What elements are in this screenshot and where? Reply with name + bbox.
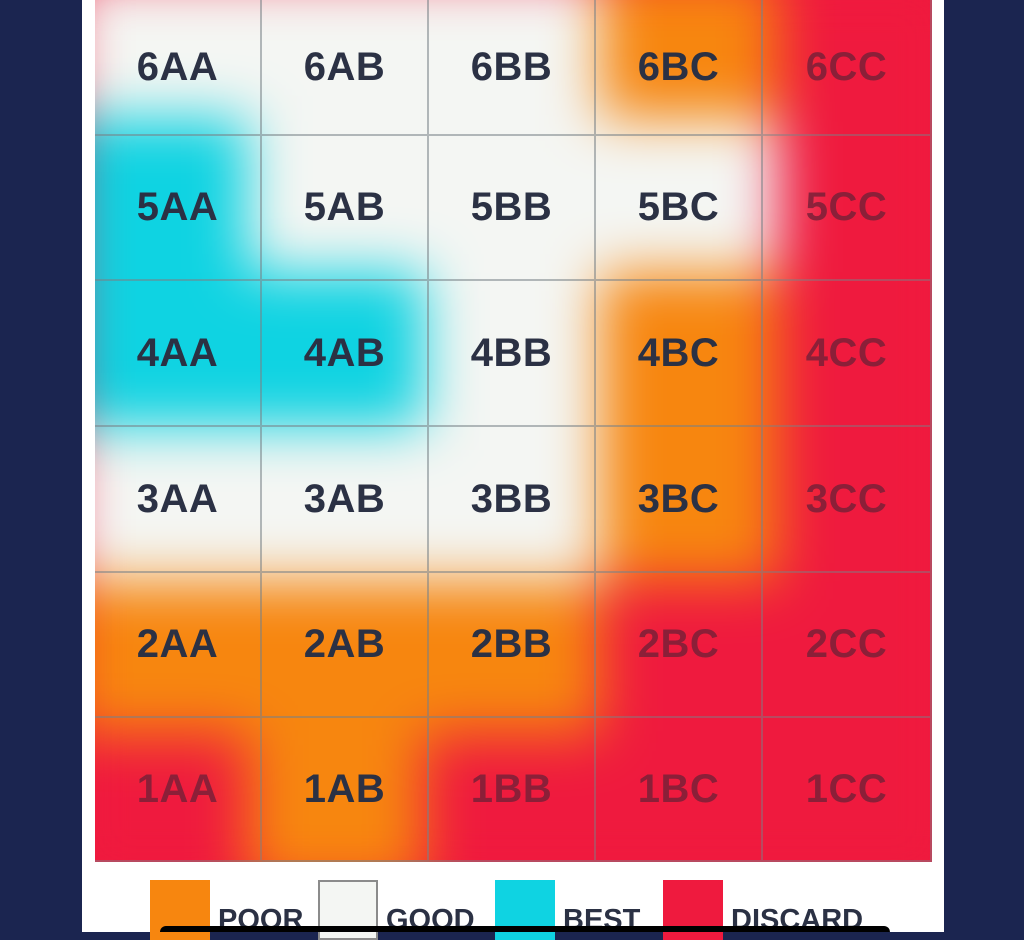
cell-3bc: 3BC xyxy=(596,427,763,573)
cell-3bb: 3BB xyxy=(429,427,596,573)
heat-fill-6aa xyxy=(95,0,247,119)
heat-fill-5bc xyxy=(600,118,778,272)
cell-6bc: 6BC xyxy=(596,0,763,136)
legend-label-good: GOOD xyxy=(386,904,475,936)
cell-4aa: 4AA xyxy=(95,281,262,427)
cell-4bb: 4BB xyxy=(429,281,596,427)
cell-5ab: 5AB xyxy=(262,136,429,281)
cell-2bc: 2BC xyxy=(596,573,763,718)
cell-4ab: 4AB xyxy=(262,281,429,427)
heat-fill-6ab xyxy=(246,0,424,119)
heat-fill-3cc xyxy=(777,426,932,582)
cell-5bb: 5BB xyxy=(429,136,596,281)
heat-fill-6cc xyxy=(777,0,932,119)
cell-5cc: 5CC xyxy=(763,136,932,281)
heat-fill-4ab xyxy=(246,272,424,427)
cell-2cc: 2CC xyxy=(763,573,932,718)
legend-label-best: BEST xyxy=(563,904,641,936)
heat-fill-5aa xyxy=(95,118,247,272)
heat-fill-3aa xyxy=(95,426,247,582)
heat-fill-3bc xyxy=(600,426,778,582)
heat-fill-4bb xyxy=(423,272,601,427)
heat-fill-1bb xyxy=(423,735,601,862)
cell-3aa: 3AA xyxy=(95,427,262,573)
heat-fill-2ab xyxy=(246,581,424,736)
heat-fill-4bc xyxy=(600,272,778,427)
heat-fill-1aa xyxy=(95,735,247,862)
legend-label-poor: POOR xyxy=(218,904,304,936)
cell-1ab: 1AB xyxy=(262,718,429,862)
heat-fill-2bc xyxy=(600,581,778,736)
heat-fill-5bb xyxy=(423,118,601,272)
cell-1bc: 1BC xyxy=(596,718,763,862)
heat-fill-1bc xyxy=(600,735,778,862)
heat-fill-4cc xyxy=(777,272,932,427)
legend-label-discard: DISCARD xyxy=(731,904,864,936)
cell-6cc: 6CC xyxy=(763,0,932,136)
heat-fill-1cc xyxy=(777,735,932,862)
cell-1aa: 1AA xyxy=(95,718,262,862)
heat-fill-5cc xyxy=(777,118,932,272)
heat-fill-6bb xyxy=(423,0,601,119)
heat-fill-2bb xyxy=(423,581,601,736)
heat-fill-3bb xyxy=(423,426,601,582)
cell-3ab: 3AB xyxy=(262,427,429,573)
heat-fill-5ab xyxy=(246,118,424,272)
cell-4cc: 4CC xyxy=(763,281,932,427)
heat-fill-2aa xyxy=(95,581,247,736)
heat-fill-6bc xyxy=(600,0,778,119)
heat-fill-2cc xyxy=(777,581,932,736)
heatmap-grid: 6AA 6AB 6BB 6BC 6CC 5AA 5AB 5BB 5BC 5CC 4AA 4AB 4BB 4… xyxy=(95,0,932,862)
cell-1bb: 1BB xyxy=(429,718,596,862)
cell-6bb: 6BB xyxy=(429,0,596,136)
cell-5aa: 5AA xyxy=(95,136,262,281)
cell-3cc: 3CC xyxy=(763,427,932,573)
cell-2bb: 2BB xyxy=(429,573,596,718)
cell-2aa: 2AA xyxy=(95,573,262,718)
cell-5bc: 5BC xyxy=(596,136,763,281)
cell-2ab: 2AB xyxy=(262,573,429,718)
heat-fill-3ab xyxy=(246,426,424,582)
cell-1cc: 1CC xyxy=(763,718,932,862)
cell-4bc: 4BC xyxy=(596,281,763,427)
heat-fill-1ab xyxy=(246,735,424,862)
heatmap-color-field xyxy=(95,0,932,862)
cell-6aa: 6AA xyxy=(95,0,262,136)
cell-6ab: 6AB xyxy=(262,0,429,136)
heatmap-cells: 6AA 6AB 6BB 6BC 6CC 5AA 5AB 5BB 5BC 5CC 4AA 4AB 4BB 4… xyxy=(95,0,932,862)
bottom-edge-bar xyxy=(160,926,890,932)
legend: POOR GOOD BEST DISCARD xyxy=(140,872,900,940)
heat-fill-4aa xyxy=(95,272,247,427)
